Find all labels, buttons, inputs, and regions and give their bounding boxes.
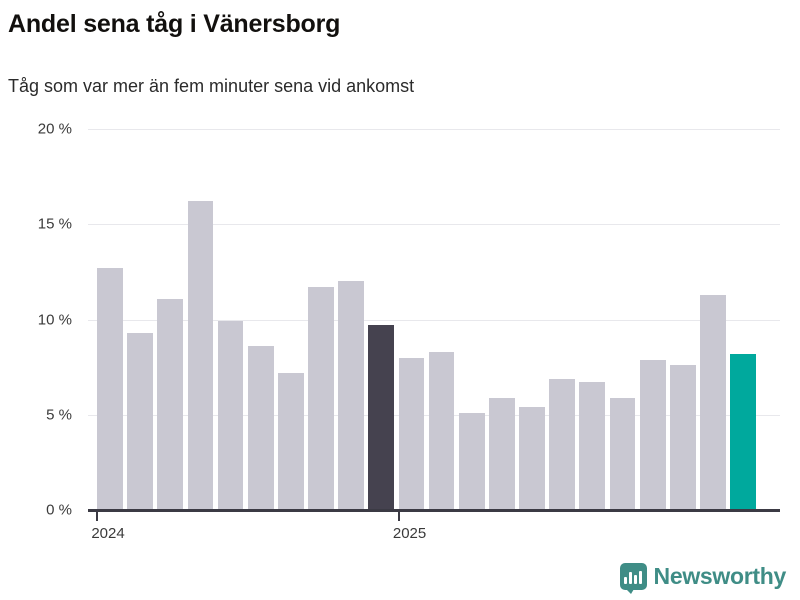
logo-bar-3	[634, 575, 638, 584]
y-tick-label: 0 %	[46, 501, 72, 519]
y-tick-label: 5 %	[46, 406, 72, 424]
y-tick-label: 20 %	[37, 120, 72, 138]
bar-undefined[interactable]	[730, 353, 756, 510]
bar-2024-06[interactable]	[187, 201, 214, 510]
gridline-15	[88, 224, 780, 226]
bar-2025-07[interactable]	[579, 382, 606, 510]
bar-2025-03[interactable]	[458, 412, 485, 510]
y-axis-labels: 0 % 5 % 10 % 15 % 20 %	[0, 121, 80, 519]
bar-chart-speech-bubble-icon	[619, 563, 647, 594]
x-tick-label: 2024	[91, 525, 125, 542]
chart-subtitle: Tåg som var mer än fem minuter sena vid …	[8, 76, 415, 96]
logo-bar-4	[639, 571, 643, 584]
bar-2024-08[interactable]	[247, 346, 274, 510]
bar-2025-09[interactable]	[639, 359, 666, 510]
bar-2024-05[interactable]	[157, 298, 184, 510]
x-tick	[96, 512, 99, 521]
bar-2024-12[interactable]	[368, 325, 395, 510]
newsworthy-logo: Newsworthy	[619, 563, 787, 594]
bar-2025-04[interactable]	[489, 397, 515, 510]
bar-2024-11[interactable]	[338, 281, 365, 510]
page-title: Andel sena tåg i Vänersborg	[8, 10, 341, 38]
bar-2024-09[interactable]	[277, 372, 304, 510]
gridline-10	[88, 319, 780, 321]
bar-2025-06[interactable]	[549, 378, 576, 510]
bar-2025-05[interactable]	[519, 407, 545, 510]
x-tick-label: 2025	[392, 525, 427, 542]
bar-2024-07[interactable]	[217, 321, 244, 510]
gridline-20	[88, 129, 780, 130]
chart-bars	[88, 129, 780, 510]
bar-2025-08[interactable]	[609, 397, 636, 510]
bar-2025-10[interactable]	[669, 365, 696, 510]
logo-bar-1	[624, 577, 628, 584]
y-tick-label: 10 %	[37, 311, 72, 328]
bar-2025-01[interactable]	[398, 357, 425, 510]
x-axis-line	[88, 509, 780, 512]
bar-2025-02[interactable]	[428, 351, 455, 510]
bar-2024-04[interactable]	[127, 332, 153, 510]
bar-2025-11[interactable]	[700, 294, 726, 510]
y-tick-label: 15 %	[37, 215, 72, 233]
logo-bar-2	[629, 572, 633, 584]
brand-name: Newsworthy	[653, 563, 787, 589]
bar-2024-03[interactable]	[97, 268, 123, 510]
bar-2024-10[interactable]	[308, 287, 334, 510]
x-tick	[397, 512, 400, 521]
